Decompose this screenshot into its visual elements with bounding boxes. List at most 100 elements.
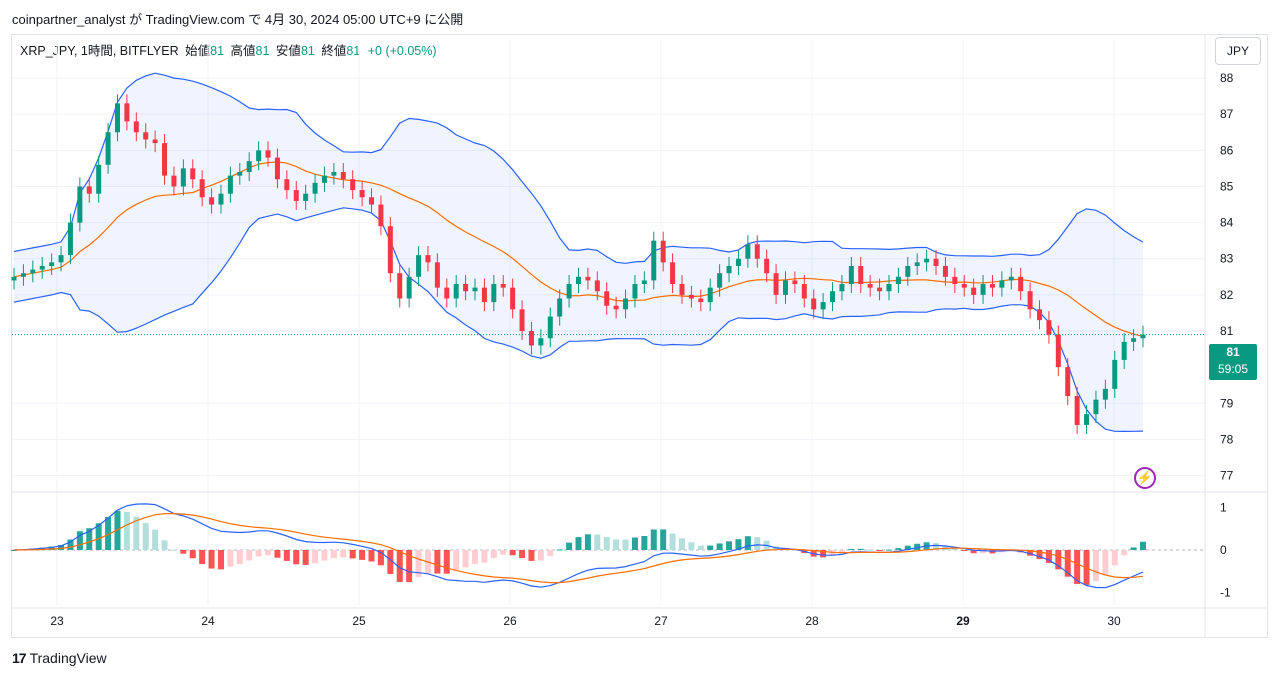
- candle-body: [773, 273, 779, 295]
- candle-body: [688, 294, 694, 299]
- candle-body: [500, 284, 506, 288]
- candle-body: [1121, 341, 1127, 360]
- macd-histogram-bar: [161, 540, 168, 550]
- macd-histogram-bar: [951, 548, 958, 550]
- candle-body: [1074, 396, 1080, 425]
- candle-body: [1018, 276, 1024, 292]
- macd-histogram-bar: [76, 531, 83, 550]
- macd-histogram-bar: [105, 516, 112, 550]
- macd-histogram-bar: [217, 550, 224, 570]
- high-value: 81: [255, 44, 270, 58]
- candle-body: [284, 179, 290, 191]
- price-tick-label: 88: [1220, 71, 1234, 85]
- macd-tick-label: 0: [1220, 543, 1227, 557]
- candle-body: [594, 280, 600, 292]
- candle-body: [303, 193, 309, 201]
- last-price: 81: [1226, 345, 1240, 359]
- candle-body: [463, 284, 469, 292]
- macd-histogram-bar: [528, 550, 535, 561]
- candle-body: [20, 273, 26, 277]
- candle-body: [312, 182, 318, 194]
- publish-caption: coinpartner_analyst が TradingView.com で …: [12, 12, 464, 27]
- candle-body: [905, 265, 911, 277]
- macd-histogram-bar: [631, 537, 638, 550]
- macd-histogram-bar: [594, 534, 601, 550]
- candle-body: [350, 179, 356, 191]
- price-tick-label: 82: [1220, 288, 1234, 302]
- macd-histogram-bar: [857, 548, 864, 550]
- candle-body: [735, 258, 741, 266]
- macd-histogram-bar: [933, 542, 940, 550]
- macd-histogram-bar: [1111, 550, 1118, 566]
- macd-histogram-bar: [904, 545, 911, 550]
- candle-body: [1008, 276, 1014, 281]
- candle-body: [670, 262, 676, 285]
- candle-body: [877, 287, 883, 292]
- macd-histogram-bar: [980, 550, 987, 554]
- macd-histogram-bar: [170, 549, 177, 551]
- macd-histogram-bar: [1130, 547, 1137, 550]
- candle-body: [369, 197, 375, 205]
- candle-body: [472, 287, 478, 292]
- macd-histogram-bar: [208, 550, 215, 569]
- candle-body: [764, 258, 770, 274]
- candle-body: [1140, 334, 1146, 339]
- macd-histogram-bar: [199, 550, 206, 564]
- macd-histogram-bar: [152, 529, 159, 550]
- candle-body: [96, 164, 102, 194]
- close-label: 終値: [321, 44, 347, 58]
- macd-histogram-bar: [472, 550, 479, 564]
- candle-body: [1037, 309, 1043, 321]
- macd-histogram-bar: [848, 548, 855, 550]
- price-tick-label: 85: [1220, 179, 1234, 193]
- candle-body: [86, 186, 92, 194]
- macd-histogram-bar: [123, 511, 130, 550]
- macd-histogram-bar: [820, 550, 827, 558]
- candle-body: [971, 287, 977, 295]
- macd-histogram-bar: [1055, 550, 1062, 570]
- macd-histogram-bar: [236, 550, 243, 565]
- candle-body: [30, 269, 36, 274]
- symbol-info[interactable]: XRP_JPY, 1時間, BITFLYER: [20, 44, 179, 58]
- macd-histogram-bar: [688, 542, 695, 550]
- candle-body: [340, 172, 346, 180]
- bollinger-lower-line: [13, 207, 1144, 433]
- candle-body: [528, 331, 534, 346]
- lightning-icon[interactable]: ⚡: [1134, 467, 1156, 489]
- time-tick-label: 24: [201, 614, 215, 628]
- candle-body: [152, 139, 158, 144]
- macd-histogram-bar: [735, 539, 742, 550]
- macd-histogram-bar: [396, 550, 403, 582]
- candle-body: [1065, 367, 1071, 397]
- macd-histogram-bar: [942, 545, 949, 550]
- brand-name: TradingView: [29, 650, 107, 666]
- macd-histogram-bar: [133, 516, 140, 550]
- currency-button[interactable]: JPY: [1215, 37, 1261, 65]
- candle-body: [1093, 399, 1099, 415]
- candle-body: [321, 175, 327, 183]
- bollinger-upper-line: [13, 72, 1144, 264]
- macd-histogram-bar: [321, 550, 328, 561]
- macd-histogram-bar: [603, 537, 610, 550]
- macd-histogram-bar: [415, 550, 422, 578]
- macd-line: [13, 503, 1144, 589]
- candle-body: [641, 280, 647, 285]
- macd-histogram-bar: [1045, 550, 1052, 563]
- macd-histogram-bar: [86, 528, 93, 550]
- candle-body: [604, 291, 610, 306]
- macd-histogram-bar: [707, 545, 714, 550]
- macd-histogram-bar: [340, 550, 347, 558]
- time-tick-label: 28: [805, 614, 819, 628]
- time-tick-label: 27: [654, 614, 668, 628]
- macd-histogram-bar: [716, 543, 723, 550]
- macd-histogram-bar: [227, 550, 234, 567]
- macd-histogram-bar: [481, 550, 488, 563]
- candle-body: [1131, 338, 1137, 342]
- candle-body: [924, 258, 930, 263]
- candle-body: [1027, 291, 1033, 310]
- macd-histogram-bar: [274, 550, 281, 558]
- macd-histogram-bar: [406, 550, 413, 583]
- candle-body: [133, 121, 139, 133]
- macd-histogram-bar: [650, 529, 657, 550]
